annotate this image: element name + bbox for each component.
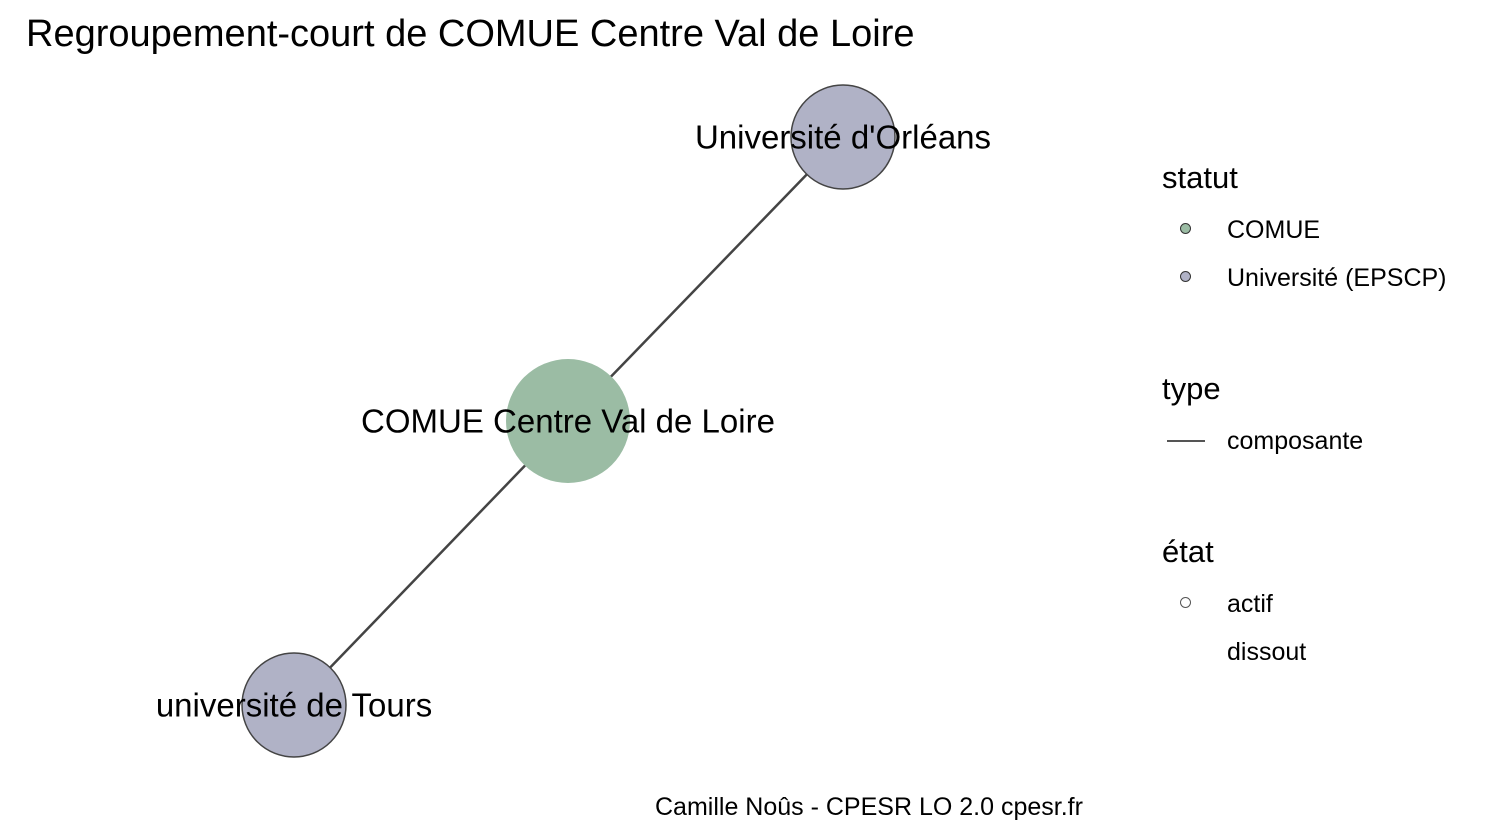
legend-type: type composante xyxy=(1162,369,1363,465)
legend-item-composante: composante xyxy=(1162,417,1363,465)
legend-etat: état actif dissout xyxy=(1162,532,1306,676)
edge-comue-orleans xyxy=(567,136,844,422)
legend-dot-universite xyxy=(1180,271,1191,282)
node-label-comue: COMUE Centre Val de Loire xyxy=(361,403,775,440)
legend-label-universite: Université (EPSCP) xyxy=(1227,264,1447,292)
legend-item-actif: actif xyxy=(1162,580,1273,628)
legend-open-circle-actif xyxy=(1180,597,1191,608)
legend-statut: statut COMUE Université (EPSCP) xyxy=(1162,158,1447,302)
legend-etat-title: état xyxy=(1162,534,1214,569)
node-orleans xyxy=(790,84,896,190)
legend-label-dissout: dissout xyxy=(1227,638,1307,666)
legend-item-comue: COMUE xyxy=(1162,206,1320,254)
node-label-tours: université de Tours xyxy=(156,687,432,724)
node-labels: COMUE Centre Val de Loire Université d'O… xyxy=(156,119,991,724)
legend-line-composante xyxy=(1167,440,1205,442)
node-label-orleans: Université d'Orléans xyxy=(695,119,991,156)
legend-label-actif: actif xyxy=(1227,590,1273,618)
edge-comue-tours xyxy=(293,420,569,706)
chart-title: Regroupement-court de COMUE Centre Val d… xyxy=(26,13,915,55)
legend-label-composante: composante xyxy=(1227,427,1364,455)
nodes xyxy=(241,84,896,758)
legend-statut-title: statut xyxy=(1162,160,1238,195)
legend-item-dissout: dissout xyxy=(1162,628,1306,676)
legend-label-comue: COMUE xyxy=(1227,216,1321,244)
legend-item-universite: Université (EPSCP) xyxy=(1162,254,1447,302)
edges xyxy=(293,136,844,706)
legend-dot-comue xyxy=(1180,223,1191,234)
node-tours xyxy=(241,652,347,758)
caption: Camille Noûs - CPESR LO 2.0 cpesr.fr xyxy=(655,793,1083,821)
node-comue xyxy=(506,359,630,483)
legend-type-title: type xyxy=(1162,371,1221,406)
